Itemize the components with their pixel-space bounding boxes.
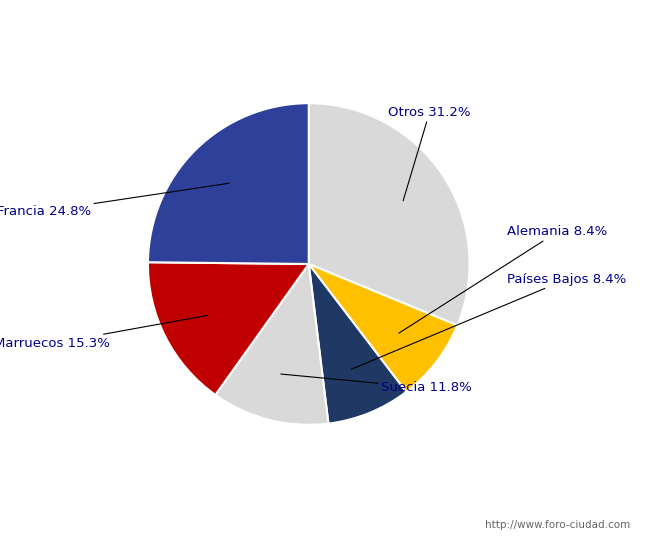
Wedge shape bbox=[309, 264, 406, 424]
Text: Países Bajos 8.4%: Países Bajos 8.4% bbox=[352, 273, 627, 369]
Text: Otros 31.2%: Otros 31.2% bbox=[388, 106, 471, 201]
Text: Suecia 11.8%: Suecia 11.8% bbox=[281, 374, 471, 394]
Wedge shape bbox=[215, 264, 328, 425]
Wedge shape bbox=[148, 103, 309, 264]
Wedge shape bbox=[309, 264, 458, 392]
Text: Archena - Turistas extranjeros según país - Agosto de 2024: Archena - Turistas extranjeros según paí… bbox=[60, 12, 590, 29]
Text: Marruecos 15.3%: Marruecos 15.3% bbox=[0, 316, 207, 350]
Wedge shape bbox=[309, 103, 469, 326]
Text: http://www.foro-ciudad.com: http://www.foro-ciudad.com bbox=[486, 520, 630, 530]
Text: Francia 24.8%: Francia 24.8% bbox=[0, 183, 229, 217]
Text: Alemania 8.4%: Alemania 8.4% bbox=[398, 226, 608, 333]
Wedge shape bbox=[148, 262, 309, 395]
